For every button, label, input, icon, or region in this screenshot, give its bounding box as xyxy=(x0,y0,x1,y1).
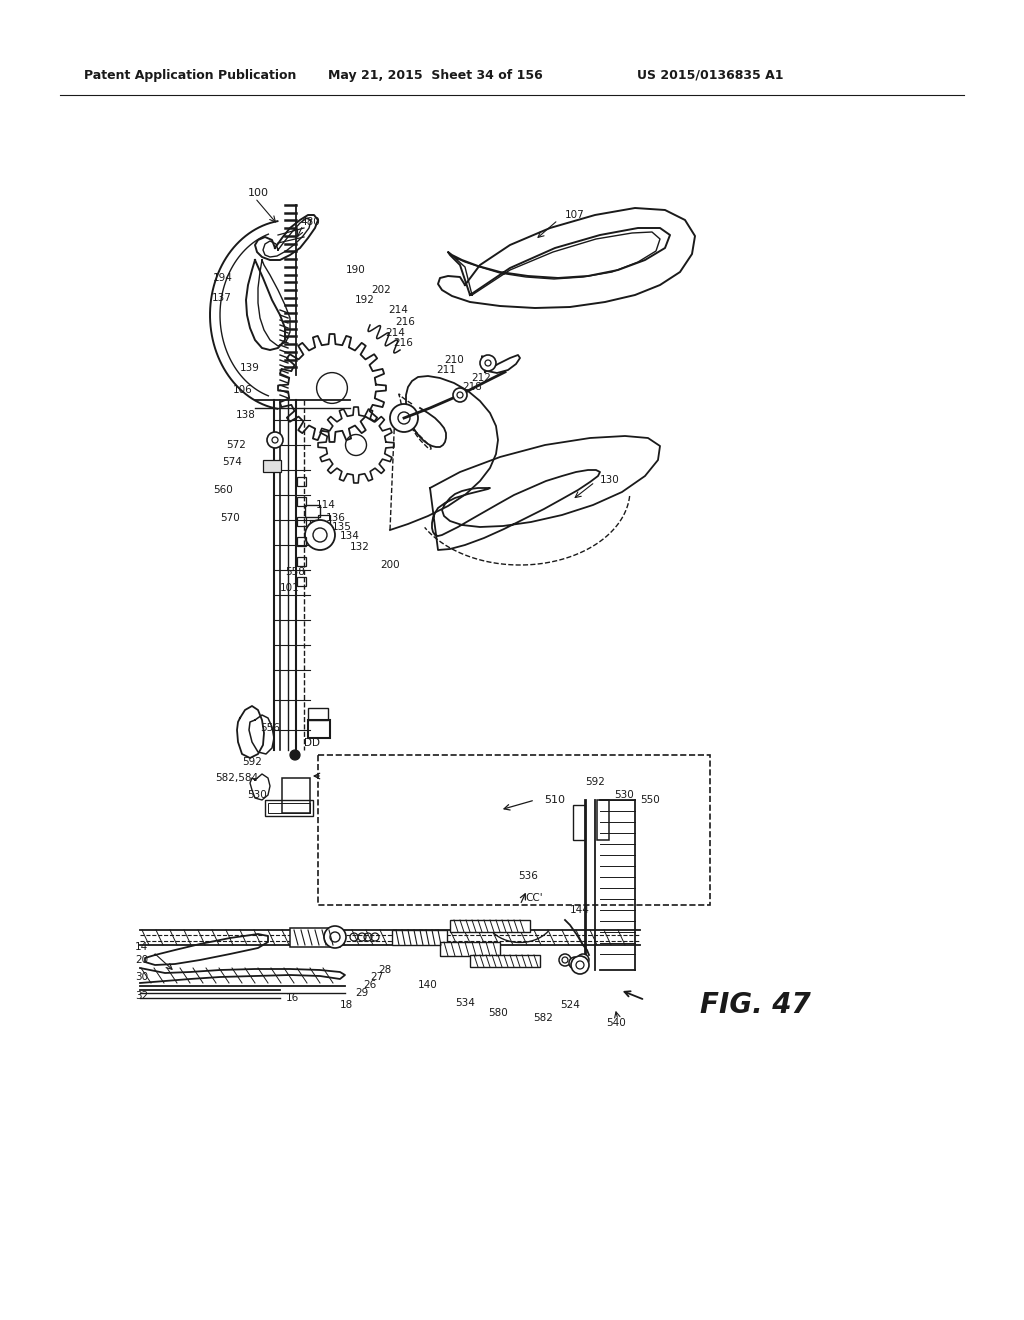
Bar xyxy=(282,777,310,813)
Text: 560: 560 xyxy=(213,484,233,495)
Text: 592: 592 xyxy=(242,756,262,767)
Text: 140: 140 xyxy=(418,979,437,990)
Text: 132: 132 xyxy=(350,543,370,552)
Bar xyxy=(290,928,340,946)
Bar xyxy=(297,517,306,525)
Text: 134: 134 xyxy=(340,531,359,541)
Circle shape xyxy=(324,927,346,948)
Text: 550: 550 xyxy=(640,795,659,805)
Text: 130: 130 xyxy=(600,475,620,484)
Bar xyxy=(308,708,328,719)
Text: 16: 16 xyxy=(286,993,299,1003)
Bar xyxy=(318,755,710,906)
Text: 107: 107 xyxy=(565,210,585,220)
Text: 582: 582 xyxy=(534,1012,553,1023)
Text: 26: 26 xyxy=(362,979,376,990)
Circle shape xyxy=(390,404,418,432)
Text: 200: 200 xyxy=(380,560,399,570)
Text: 530: 530 xyxy=(247,789,267,800)
Text: 101: 101 xyxy=(281,583,300,593)
Bar xyxy=(263,459,281,473)
Bar xyxy=(265,800,313,816)
Text: 480: 480 xyxy=(300,216,319,227)
Text: 136: 136 xyxy=(326,513,346,523)
Text: 556: 556 xyxy=(260,723,280,733)
Text: 570: 570 xyxy=(220,513,240,523)
Bar xyxy=(268,803,310,813)
Bar xyxy=(308,719,330,738)
Text: 194: 194 xyxy=(213,273,233,282)
Bar xyxy=(470,954,540,968)
Bar xyxy=(310,520,322,531)
Circle shape xyxy=(577,954,589,966)
Circle shape xyxy=(571,956,589,974)
Text: 190: 190 xyxy=(346,265,366,275)
Text: May 21, 2015  Sheet 34 of 156: May 21, 2015 Sheet 34 of 156 xyxy=(328,69,543,82)
Bar xyxy=(440,942,500,956)
Text: 144: 144 xyxy=(570,906,590,915)
Text: DD: DD xyxy=(304,738,319,748)
Bar xyxy=(597,800,609,840)
Text: FIG. 47: FIG. 47 xyxy=(700,991,811,1019)
Text: 14: 14 xyxy=(135,942,148,952)
Circle shape xyxy=(453,388,467,403)
Text: 524: 524 xyxy=(560,1001,580,1010)
Text: 28: 28 xyxy=(378,965,391,975)
Text: 216: 216 xyxy=(393,338,413,348)
Text: 214: 214 xyxy=(385,327,404,338)
Text: 114: 114 xyxy=(316,500,336,510)
Text: 135: 135 xyxy=(332,521,352,532)
Circle shape xyxy=(480,355,496,371)
Text: 216: 216 xyxy=(395,317,415,327)
Text: 572: 572 xyxy=(226,440,246,450)
Bar xyxy=(297,477,306,486)
Circle shape xyxy=(290,750,300,760)
Bar xyxy=(450,920,530,932)
Text: 138: 138 xyxy=(237,411,256,420)
Bar xyxy=(305,506,319,517)
Circle shape xyxy=(569,957,581,969)
Text: 137: 137 xyxy=(212,293,232,304)
Text: 510: 510 xyxy=(545,795,565,805)
Text: 27: 27 xyxy=(370,972,383,982)
Text: 106: 106 xyxy=(233,385,253,395)
Text: 139: 139 xyxy=(240,363,260,374)
Text: 30: 30 xyxy=(135,972,148,982)
Text: 212: 212 xyxy=(471,374,490,383)
Text: CC': CC' xyxy=(525,894,543,903)
Text: 211: 211 xyxy=(436,366,456,375)
Text: 534: 534 xyxy=(455,998,475,1008)
Text: 540: 540 xyxy=(606,1018,626,1028)
Text: 192: 192 xyxy=(355,294,375,305)
Bar xyxy=(392,931,447,945)
Text: US 2015/0136835 A1: US 2015/0136835 A1 xyxy=(637,69,783,82)
Text: 558: 558 xyxy=(285,568,305,577)
Text: 218: 218 xyxy=(462,381,482,392)
Text: 202: 202 xyxy=(371,285,391,294)
Circle shape xyxy=(267,432,283,447)
Text: 574: 574 xyxy=(222,457,242,467)
Text: 536: 536 xyxy=(518,871,538,880)
Text: 210: 210 xyxy=(444,355,464,366)
Text: 20: 20 xyxy=(135,954,148,965)
Circle shape xyxy=(559,954,571,966)
Text: 582,584: 582,584 xyxy=(215,774,258,783)
Text: 100: 100 xyxy=(248,187,269,198)
Bar xyxy=(318,515,330,525)
Text: 592: 592 xyxy=(585,777,605,787)
Bar xyxy=(297,498,306,506)
Bar xyxy=(297,557,306,566)
Bar xyxy=(297,537,306,546)
Text: 18: 18 xyxy=(340,1001,353,1010)
Circle shape xyxy=(305,520,335,550)
Text: 29: 29 xyxy=(355,987,369,998)
Bar xyxy=(573,805,585,840)
Text: 530: 530 xyxy=(614,789,634,800)
Text: Patent Application Publication: Patent Application Publication xyxy=(84,69,296,82)
Text: 580: 580 xyxy=(488,1008,508,1018)
Text: 214: 214 xyxy=(388,305,408,315)
Text: 32: 32 xyxy=(135,991,148,1001)
Bar xyxy=(297,577,306,586)
